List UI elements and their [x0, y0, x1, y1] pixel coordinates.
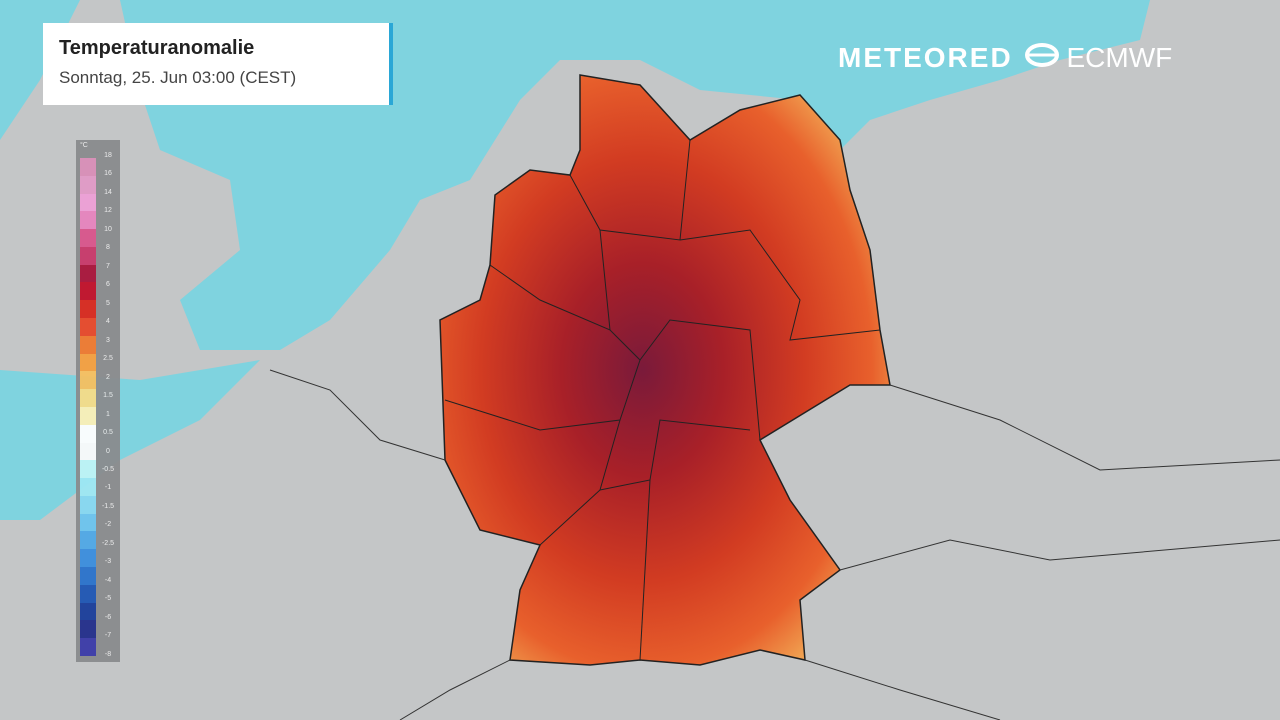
map-title-box: Temperaturanomalie Sonntag, 25. Jun 03:0… [43, 23, 393, 105]
legend-label: -1 [104, 484, 112, 492]
legend-swatch [80, 442, 96, 461]
legend-label: 4 [106, 318, 110, 326]
legend-label: 14 [104, 188, 112, 196]
map-title: Temperaturanomalie [59, 37, 255, 59]
legend-label: 6 [106, 281, 110, 289]
legend-swatch [80, 638, 96, 656]
map-timestamp: Sonntag, 25. Jun 03:00 (CEST) [59, 68, 297, 87]
legend-swatch [80, 371, 96, 390]
legend-swatch [80, 335, 96, 354]
legend-label: -4 [104, 576, 112, 584]
legend-swatch [80, 211, 96, 230]
country-borders [269, 369, 1280, 720]
legend-label: 2.5 [103, 355, 113, 363]
legend-swatch [80, 193, 96, 212]
legend-label: -2.5 [101, 539, 115, 547]
legend-label: 1 [106, 410, 110, 418]
legend-swatch [80, 282, 96, 301]
legend-label: -5 [104, 595, 112, 603]
legend-label: -3 [104, 558, 112, 566]
legend-swatch [80, 584, 96, 603]
legend-swatch [80, 424, 96, 443]
legend-swatch [80, 229, 96, 247]
color-legend: °C 18 16 14 12 10 8 7 6 5 4 3 2.5 2 1.5 1 0.5 0 -0.5 -1 -1.… [76, 140, 120, 662]
legend-label: 18 [104, 152, 112, 159]
legend-swatch [80, 264, 96, 283]
legend-labels: 18 16 14 12 10 8 7 6 5 4 3 2.5 2 1.5 1 0.5 0 -0.5 -1 -1.5 -2… [98, 152, 118, 658]
legend-swatch [80, 566, 96, 585]
legend-swatch [80, 318, 96, 336]
legend-swatch [80, 602, 96, 621]
legend-label: 2 [106, 373, 110, 381]
legend-label: -7 [104, 632, 112, 640]
legend-swatch [80, 175, 96, 194]
legend-label: 3 [106, 336, 110, 344]
legend-swatch [80, 158, 96, 176]
branding: METEORED ECMWF [838, 42, 1172, 74]
legend-swatch [80, 389, 96, 407]
legend-label: 10 [104, 225, 112, 233]
legend-swatch [80, 549, 96, 567]
ecmwf-logo: ECMWF [1024, 42, 1173, 74]
legend-label: 1.5 [103, 392, 113, 400]
legend-swatch [80, 460, 96, 479]
meteored-logo: METEORED [838, 42, 1013, 73]
legend-label: 0 [106, 447, 110, 455]
legend-swatch [80, 353, 96, 372]
legend-color-bar [80, 158, 96, 656]
legend-label: 7 [106, 262, 110, 270]
ecmwf-icon [1024, 43, 1059, 67]
legend-label: -8 [104, 650, 112, 658]
legend-swatch [80, 531, 96, 550]
legend-label: 5 [106, 299, 110, 307]
legend-swatch [80, 495, 96, 514]
legend-swatch [80, 620, 96, 639]
legend-label: -1.5 [101, 502, 115, 510]
legend-swatch [80, 478, 96, 496]
legend-unit: °C [80, 142, 88, 149]
legend-label: -6 [104, 613, 112, 621]
legend-label: -2 [104, 521, 112, 529]
state-borders [444, 139, 881, 661]
legend-label: 8 [106, 244, 110, 252]
legend-swatch [80, 513, 96, 532]
ecmwf-text: ECMWF [1066, 42, 1173, 73]
legend-swatch [80, 406, 96, 425]
legend-label: 16 [104, 170, 112, 178]
legend-label: 0.5 [103, 429, 113, 437]
germany-region[interactable] [439, 74, 891, 666]
legend-swatch [80, 246, 96, 265]
legend-label: 12 [104, 207, 112, 215]
legend-swatch [80, 300, 96, 319]
legend-label: -0.5 [101, 465, 115, 473]
